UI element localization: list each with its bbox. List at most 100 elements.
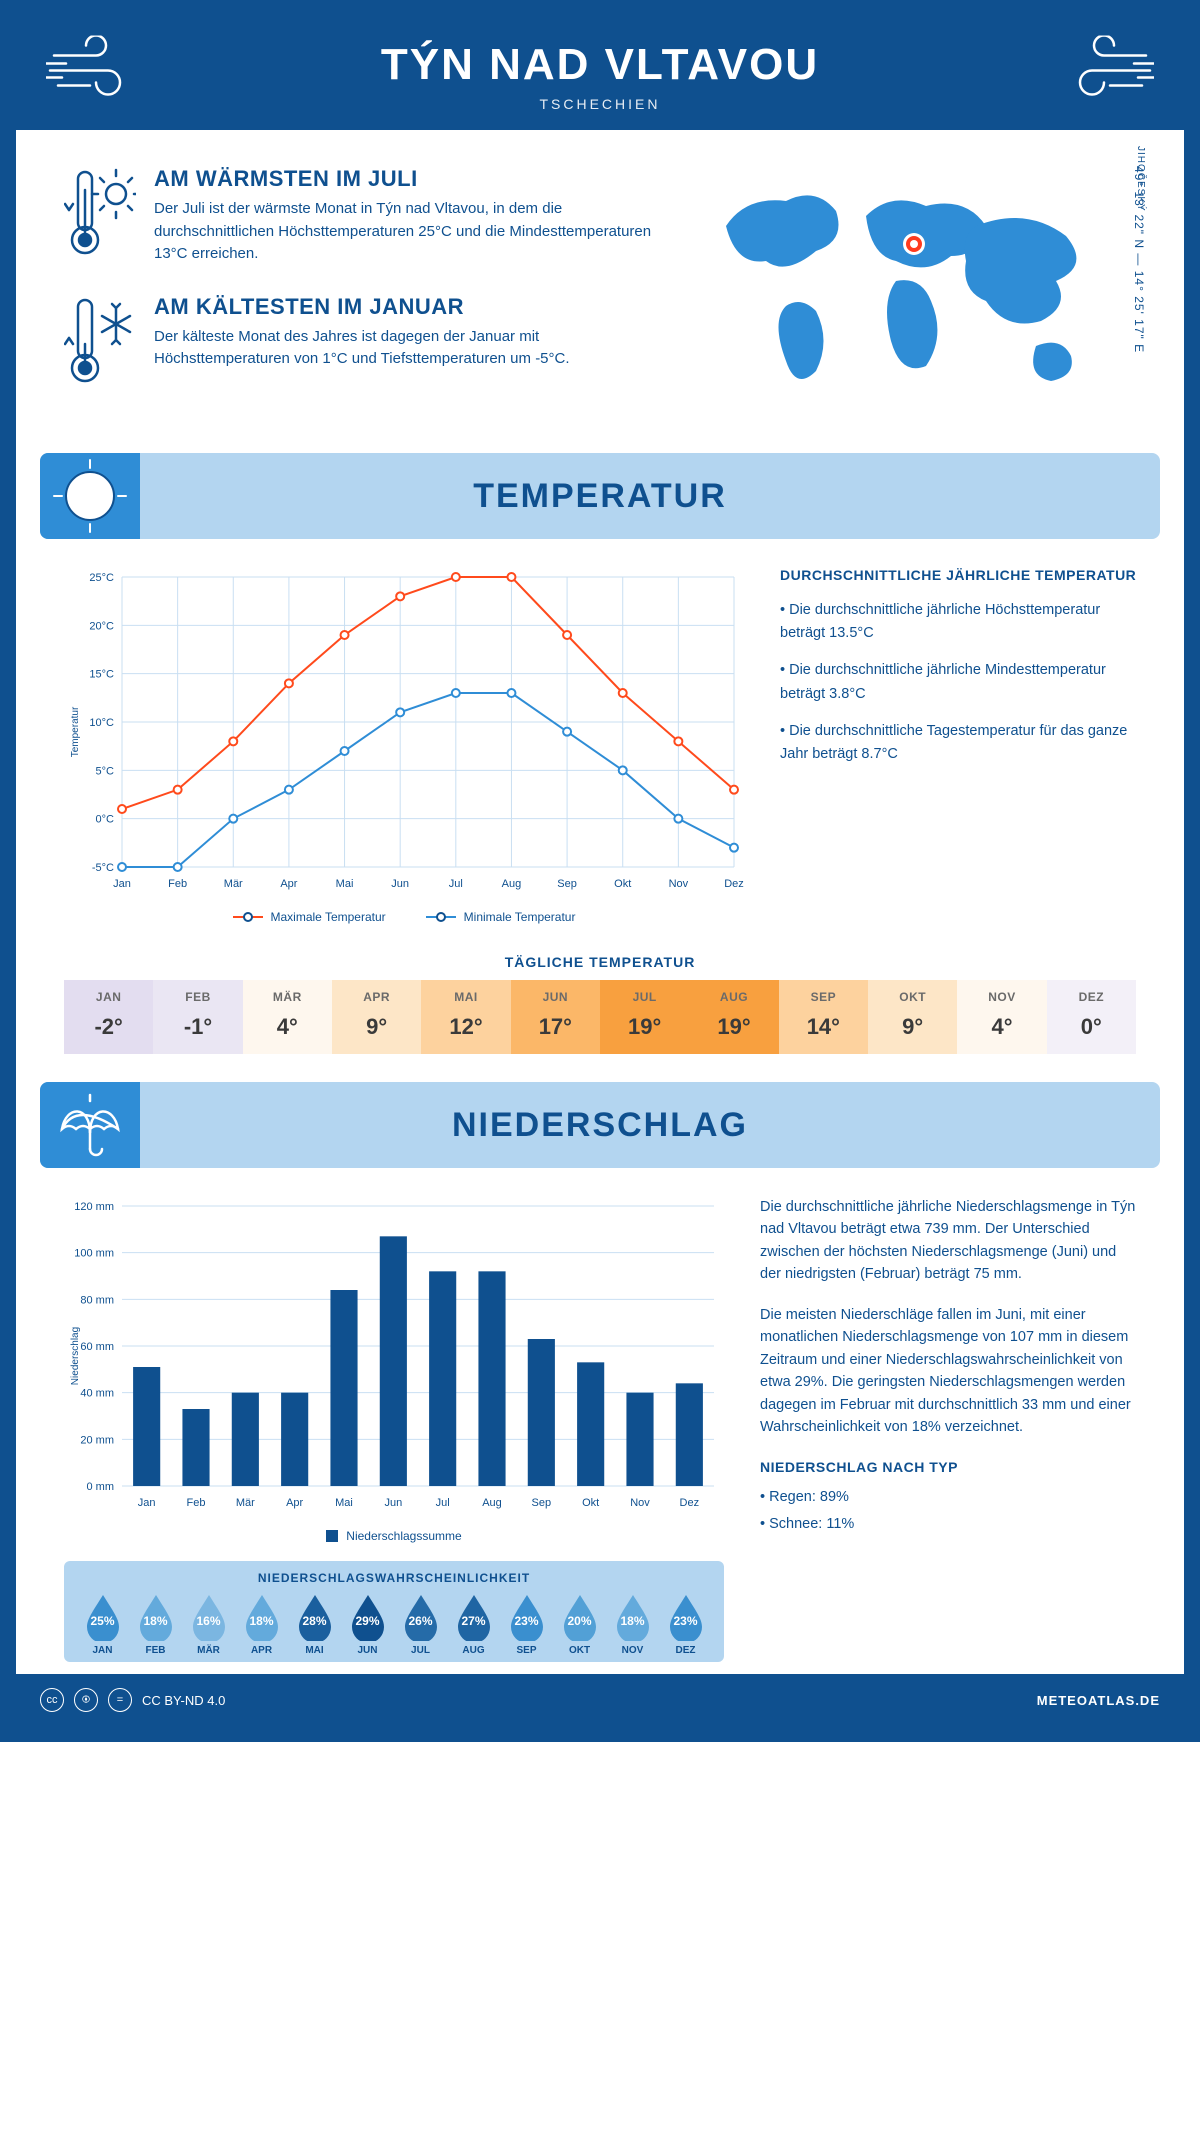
prob-drop: 16%MÄR bbox=[184, 1593, 233, 1656]
prob-drop: 20%OKT bbox=[555, 1593, 604, 1656]
svg-text:40 mm: 40 mm bbox=[80, 1388, 114, 1400]
legend-max: Maximale Temperatur bbox=[271, 910, 386, 924]
prob-drop: 25%JAN bbox=[78, 1593, 127, 1656]
daily-temp-cell: JAN-2° bbox=[64, 980, 153, 1054]
temperature-line-chart: -5°C0°C5°C10°C15°C20°C25°CJanFebMärAprMa… bbox=[64, 567, 744, 924]
footer: cc 🅯 = CC BY-ND 4.0 METEOATLAS.DE bbox=[16, 1674, 1184, 1726]
svg-text:Jul: Jul bbox=[436, 1497, 450, 1509]
svg-text:15°C: 15°C bbox=[89, 669, 114, 681]
precipitation-text: Die durchschnittliche jährliche Niedersc… bbox=[760, 1196, 1140, 1662]
svg-text:Jun: Jun bbox=[384, 1497, 402, 1509]
svg-text:Sep: Sep bbox=[532, 1497, 552, 1509]
daily-temp-table: JAN-2°FEB-1°MÄR4°APR9°MAI12°JUN17°JUL19°… bbox=[64, 980, 1136, 1054]
svg-text:-5°C: -5°C bbox=[92, 862, 114, 874]
precipitation-bar-chart: 0 mm 20 mm 40 mm 60 mm 80 mm 100 mm 120 mm Nied… bbox=[64, 1196, 724, 1543]
svg-text:80 mm: 80 mm bbox=[80, 1294, 114, 1306]
daily-temp-cell: MAI12° bbox=[421, 980, 510, 1054]
svg-text:100 mm: 100 mm bbox=[74, 1248, 114, 1260]
svg-text:0°C: 0°C bbox=[96, 814, 115, 826]
svg-text:Niederschlag: Niederschlag bbox=[70, 1327, 81, 1385]
thermometer-snow-icon bbox=[64, 294, 136, 391]
coldest-title: AM KÄLTESTEN IM JANUAR bbox=[154, 294, 656, 320]
prob-drop: 18%FEB bbox=[131, 1593, 180, 1656]
daily-temp-cell: AUG19° bbox=[689, 980, 778, 1054]
temperature-legend: Maximale Temperatur Minimale Temperatur bbox=[64, 910, 744, 924]
prob-drop: 27%AUG bbox=[449, 1593, 498, 1656]
svg-text:60 mm: 60 mm bbox=[80, 1341, 114, 1353]
wind-icon bbox=[1064, 36, 1154, 111]
page-subtitle: TSCHECHIEN bbox=[16, 96, 1184, 112]
temperature-heading: TEMPERATUR bbox=[473, 477, 727, 516]
prob-drop: 18%NOV bbox=[608, 1593, 657, 1656]
svg-text:Jun: Jun bbox=[391, 878, 409, 890]
svg-text:Dez: Dez bbox=[680, 1497, 700, 1509]
license-text: CC BY-ND 4.0 bbox=[142, 1693, 225, 1708]
by-icon: 🅯 bbox=[74, 1688, 98, 1712]
svg-text:Mär: Mär bbox=[236, 1497, 255, 1509]
daily-temp-cell: JUL19° bbox=[600, 980, 689, 1054]
thermometer-sun-icon bbox=[64, 166, 136, 266]
svg-text:Feb: Feb bbox=[168, 878, 187, 890]
daily-temp-cell: OKT9° bbox=[868, 980, 957, 1054]
coordinates: 49° 13' 22" N — 14° 25' 17" E bbox=[1132, 166, 1146, 353]
warmest-text: Der Juli ist der wärmste Monat in Týn na… bbox=[154, 198, 656, 266]
intro-section: AM WÄRMSTEN IM JULI Der Juli ist der wär… bbox=[16, 130, 1184, 445]
svg-text:0 mm: 0 mm bbox=[87, 1481, 115, 1493]
svg-text:25°C: 25°C bbox=[89, 572, 114, 584]
prob-drop: 28%MAI bbox=[290, 1593, 339, 1656]
svg-text:20°C: 20°C bbox=[89, 620, 114, 632]
precipitation-banner: NIEDERSCHLAG bbox=[40, 1082, 1160, 1168]
site-name: METEOATLAS.DE bbox=[1037, 1693, 1160, 1708]
svg-text:20 mm: 20 mm bbox=[80, 1434, 114, 1446]
svg-text:Dez: Dez bbox=[724, 878, 744, 890]
precip-type-bullet: • Regen: 89% bbox=[760, 1486, 1140, 1508]
svg-text:Okt: Okt bbox=[582, 1497, 599, 1509]
cc-icon: cc bbox=[40, 1688, 64, 1712]
prob-drop: 26%JUL bbox=[396, 1593, 445, 1656]
sun-icon bbox=[40, 453, 140, 539]
precip-para-2: Die meisten Niederschläge fallen im Juni… bbox=[760, 1304, 1140, 1439]
daily-temp-cell: FEB-1° bbox=[153, 980, 242, 1054]
svg-text:Mär: Mär bbox=[224, 878, 243, 890]
precip-type-bullet: • Schnee: 11% bbox=[760, 1513, 1140, 1535]
svg-text:Mai: Mai bbox=[336, 878, 354, 890]
svg-text:Jul: Jul bbox=[449, 878, 463, 890]
warmest-title: AM WÄRMSTEN IM JULI bbox=[154, 166, 656, 192]
daily-temp-cell: MÄR4° bbox=[243, 980, 332, 1054]
svg-text:Feb: Feb bbox=[187, 1497, 206, 1509]
temp-fact-bullet: • Die durchschnittliche jährliche Mindes… bbox=[780, 659, 1140, 705]
svg-text:Jan: Jan bbox=[138, 1497, 156, 1509]
prob-title: NIEDERSCHLAGSWAHRSCHEINLICHKEIT bbox=[78, 1571, 710, 1585]
header-banner: TÝN NAD VLTAVOU TSCHECHIEN bbox=[16, 16, 1184, 130]
svg-text:Apr: Apr bbox=[280, 878, 297, 890]
precip-para-1: Die durchschnittliche jährliche Niedersc… bbox=[760, 1196, 1140, 1286]
precip-by-type-heading: NIEDERSCHLAG NACH TYP bbox=[760, 1457, 1140, 1479]
daily-temp-cell: JUN17° bbox=[511, 980, 600, 1054]
warmest-fact: AM WÄRMSTEN IM JULI Der Juli ist der wär… bbox=[64, 166, 656, 266]
coldest-text: Der kälteste Monat des Jahres ist dagege… bbox=[154, 326, 656, 371]
svg-text:10°C: 10°C bbox=[89, 717, 114, 729]
svg-text:Okt: Okt bbox=[614, 878, 631, 890]
temp-fact-bullet: • Die durchschnittliche jährliche Höchst… bbox=[780, 599, 1140, 645]
svg-text:Mai: Mai bbox=[335, 1497, 353, 1509]
nd-icon: = bbox=[108, 1688, 132, 1712]
svg-text:Aug: Aug bbox=[502, 878, 522, 890]
svg-text:Jan: Jan bbox=[113, 878, 131, 890]
svg-text:120 mm: 120 mm bbox=[74, 1201, 114, 1213]
temperature-facts: DURCHSCHNITTLICHE JÄHRLICHE TEMPERATUR •… bbox=[780, 567, 1140, 924]
svg-text:Apr: Apr bbox=[286, 1497, 303, 1509]
page-title: TÝN NAD VLTAVOU bbox=[16, 40, 1184, 90]
svg-text:Nov: Nov bbox=[630, 1497, 650, 1509]
legend-min: Minimale Temperatur bbox=[464, 910, 576, 924]
svg-text:Aug: Aug bbox=[482, 1497, 502, 1509]
precip-legend: Niederschlagssumme bbox=[346, 1529, 461, 1543]
temp-facts-heading: DURCHSCHNITTLICHE JÄHRLICHE TEMPERATUR bbox=[780, 567, 1140, 583]
umbrella-icon bbox=[40, 1082, 140, 1168]
daily-temp-cell: APR9° bbox=[332, 980, 421, 1054]
svg-text:Nov: Nov bbox=[669, 878, 689, 890]
svg-text:Sep: Sep bbox=[557, 878, 577, 890]
coldest-fact: AM KÄLTESTEN IM JANUAR Der kälteste Mona… bbox=[64, 294, 656, 391]
daily-temp-cell: SEP14° bbox=[779, 980, 868, 1054]
prob-drop: 23%DEZ bbox=[661, 1593, 710, 1656]
precipitation-heading: NIEDERSCHLAG bbox=[452, 1106, 748, 1145]
